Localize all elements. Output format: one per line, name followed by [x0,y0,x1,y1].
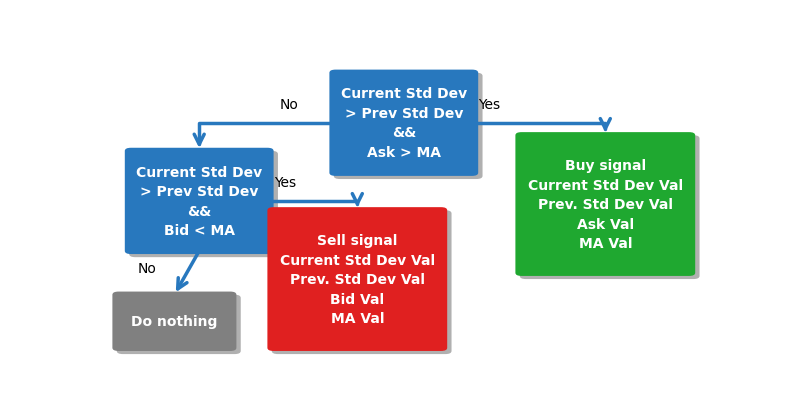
FancyBboxPatch shape [515,133,695,276]
FancyBboxPatch shape [267,208,447,351]
Text: Yes: Yes [274,176,296,190]
Text: No: No [280,98,298,112]
Text: Current Std Dev
> Prev Std Dev
&&
Bid < MA: Current Std Dev > Prev Std Dev && Bid < … [136,165,262,238]
FancyBboxPatch shape [520,136,699,279]
FancyBboxPatch shape [117,295,241,354]
Text: Sell signal
Current Std Dev Val
Prev. Std Dev Val
Bid Val
MA Val: Sell signal Current Std Dev Val Prev. St… [280,233,435,325]
Text: Buy signal
Current Std Dev Val
Prev. Std Dev Val
Ask Val
MA Val: Buy signal Current Std Dev Val Prev. Std… [528,159,683,250]
FancyBboxPatch shape [334,74,482,179]
Text: Do nothing: Do nothing [131,315,218,328]
FancyBboxPatch shape [112,292,237,351]
Text: Current Std Dev
> Prev Std Dev
&&
Ask > MA: Current Std Dev > Prev Std Dev && Ask > … [341,87,467,160]
FancyBboxPatch shape [129,151,278,258]
FancyBboxPatch shape [125,148,274,254]
FancyBboxPatch shape [272,211,451,354]
Text: Yes: Yes [478,98,500,112]
FancyBboxPatch shape [330,70,478,177]
Text: No: No [138,262,156,275]
